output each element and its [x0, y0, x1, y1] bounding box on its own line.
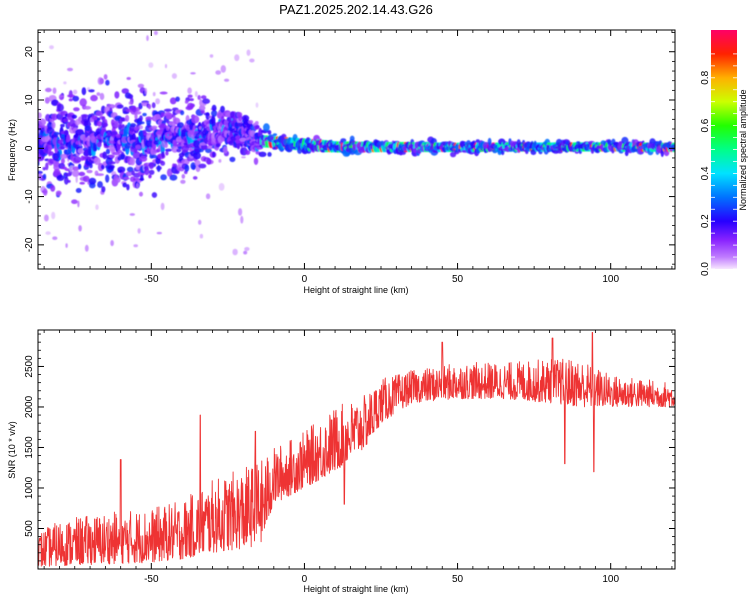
colorbar-gradient: [711, 30, 737, 269]
x-tick-label: -50: [144, 274, 159, 285]
x-tick-label: 0: [302, 574, 308, 585]
snr-series-line: [38, 331, 675, 568]
snr-panel: -50 0 50 100 500 1000 1500 2000 2500 Height of …: [7, 329, 676, 594]
colorbar-tick-label: 0.0: [700, 262, 711, 276]
colorbar-tick-label: 0.6: [700, 118, 711, 132]
spectrogram-y-axis-label: Frequency (Hz): [7, 119, 17, 181]
x-tick-label: 100: [602, 274, 619, 285]
colorbar-ticks: 0.0 0.2 0.4 0.6 0.8: [700, 53, 737, 276]
x-tick-label: 50: [452, 574, 464, 585]
snr-y-ticks: 500 1000 1500 2000 2500: [24, 333, 675, 562]
y-tick-label: -10: [24, 189, 35, 204]
x-tick-label: 100: [602, 574, 619, 585]
y-tick-label: 2000: [24, 395, 35, 418]
x-tick-label: -50: [144, 574, 159, 585]
colorbar-label: Normalized spectral amplitude: [738, 89, 748, 210]
y-tick-label: 0: [24, 145, 35, 151]
snr-x-axis-label: Height of straight line (km): [303, 584, 408, 594]
y-tick-label: 1500: [24, 436, 35, 459]
y-tick-label: 2500: [24, 355, 35, 378]
x-tick-label: 50: [452, 274, 464, 285]
snr-frame: [37, 329, 676, 570]
spectrogram-heatmap: [38, 30, 675, 256]
y-tick-label: 20: [24, 46, 35, 58]
spectrogram-x-axis-label: Height of straight line (km): [303, 285, 408, 295]
colorbar-tick-label: 0.4: [700, 166, 711, 180]
spectrogram-panel: -50 0 50 100 -20 -10 0 10 20 Height of straight…: [7, 29, 676, 295]
y-tick-label: 500: [24, 520, 35, 537]
colorbar-tick-label: 0.8: [700, 70, 711, 84]
colorbar: 0.0 0.2 0.4 0.6 0.8 Normalized spectral ampl…: [700, 30, 748, 276]
colorbar-tick-label: 0.2: [700, 214, 711, 228]
snr-y-axis-label: SNR (10 * v/v): [7, 421, 17, 479]
spectrogram-y-ticks: -20 -10 0 10 20: [24, 32, 675, 265]
snr-background: [38, 330, 675, 569]
y-tick-label: 1000: [24, 476, 35, 499]
x-tick-label: 0: [302, 274, 308, 285]
figure-title: PAZ1.2025.202.14.43.G26: [279, 2, 433, 17]
spectrogram-x-ticks: -50 0 50 100: [43, 30, 673, 285]
snr-x-ticks: -50 0 50 100: [43, 330, 673, 585]
spectrogram-frame: [37, 29, 676, 270]
y-tick-label: 10: [24, 94, 35, 106]
y-tick-label: -20: [24, 237, 35, 252]
